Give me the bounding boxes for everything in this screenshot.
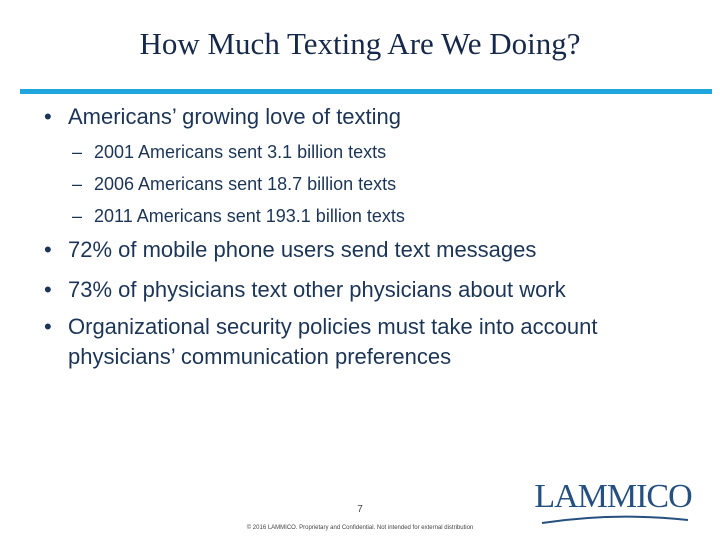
sub-bullet-text: 2011 Americans sent 193.1 billion texts — [94, 206, 405, 226]
bullet: • 73% of physicians text other physicians… — [44, 275, 663, 305]
bullet-text: Americans’ growing love of texting — [68, 104, 402, 129]
sub-bullet: –2011 Americans sent 193.1 billion texts — [72, 206, 405, 226]
logo-swoosh — [541, 515, 689, 524]
footer: © 2016 LAMMICO. Proprietary and Confiden… — [246, 525, 474, 531]
bullet-text: 73% of physicians text other physicians … — [68, 277, 566, 302]
sub-bullet: –2001 Americans sent 3.1 billion texts — [72, 142, 387, 162]
logo: LAMMICO — [534, 478, 692, 515]
sub-bullet: –2006 Americans sent 18.7 billion texts — [72, 174, 397, 194]
bullet: • Americans’ growing love of texting — [44, 102, 663, 132]
title-rule — [20, 89, 712, 94]
bullet: • Organizational security policies must t… — [44, 312, 663, 372]
bullet: • 72% of mobile phone users send text mes… — [44, 235, 663, 265]
sub-bullet-text: 2001 Americans sent 3.1 billion texts — [94, 142, 387, 162]
bullet-text: Organizational security policies must ta… — [68, 314, 598, 369]
slide-title: How Much Texting Are We Doing? — [139, 26, 581, 61]
page-number: 7 — [357, 504, 363, 515]
bullet-text: 72% of mobile phone users send text mess… — [68, 237, 537, 262]
sub-bullet-text: 2006 Americans sent 18.7 billion texts — [94, 174, 397, 194]
